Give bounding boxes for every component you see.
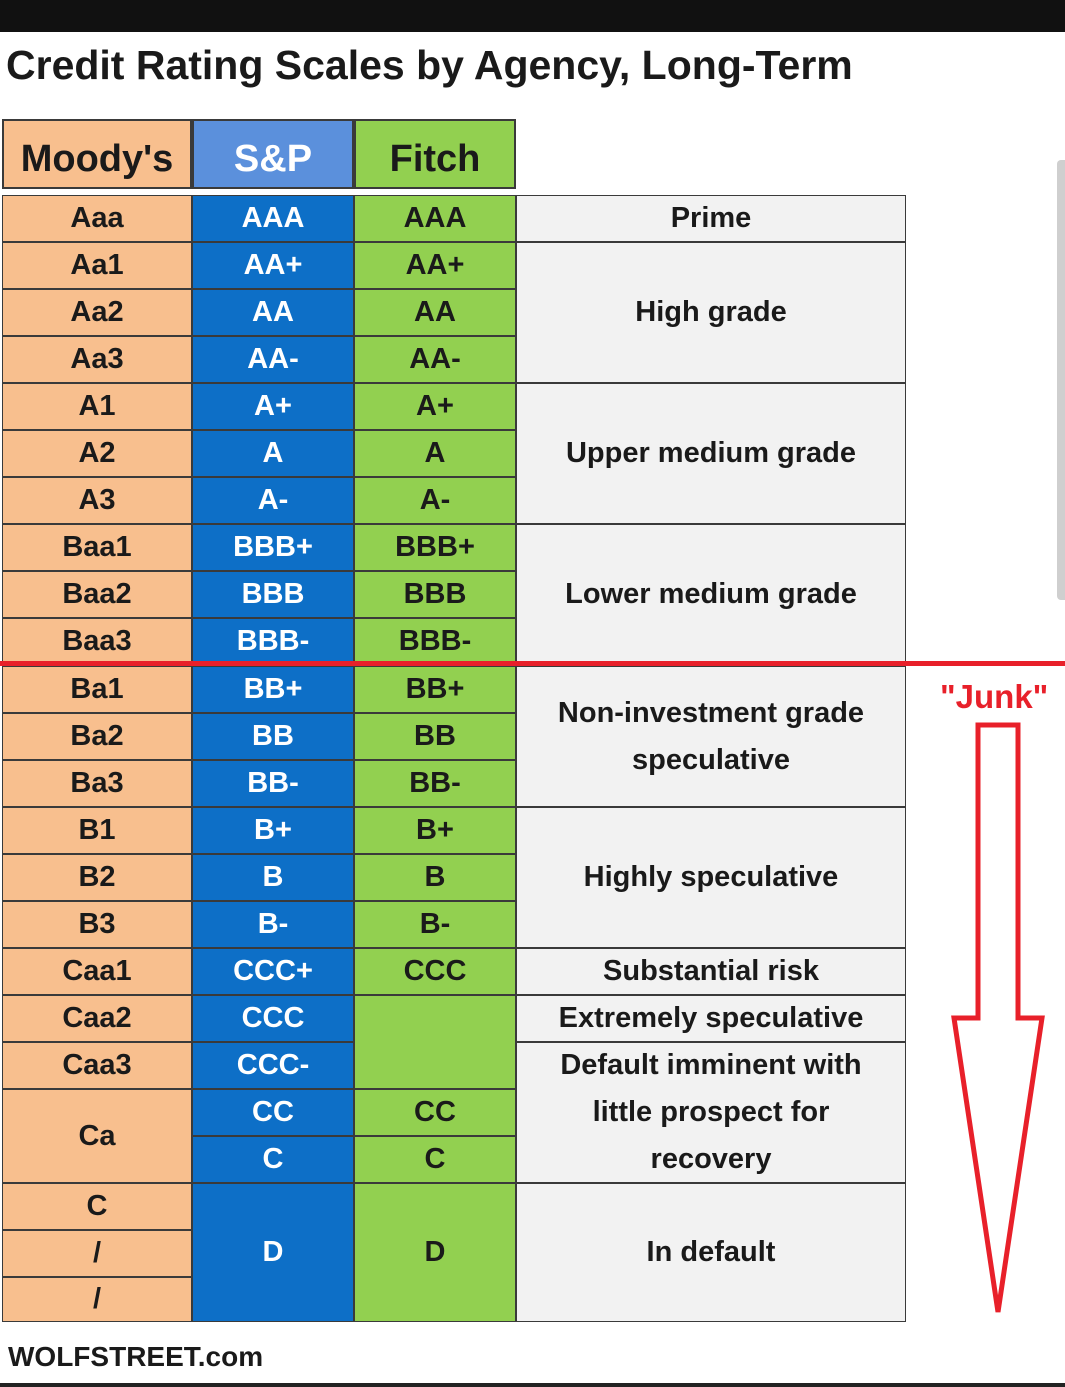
fitch-cell: C xyxy=(354,1136,516,1183)
bottom-divider xyxy=(0,1383,1065,1387)
sp-cell: BBB- xyxy=(192,618,354,665)
moodys-cell: B2 xyxy=(2,854,192,901)
sp-cell: BB- xyxy=(192,760,354,807)
fitch-cell: BB+ xyxy=(354,666,516,713)
fitch-cell: BB- xyxy=(354,760,516,807)
source-footer: WOLFSTREET.com xyxy=(8,1341,264,1372)
moodys-cell: Ca xyxy=(2,1089,192,1183)
sp-cell: AAA xyxy=(192,195,354,242)
fitch-cell: A xyxy=(354,430,516,477)
fitch-cell: AA- xyxy=(354,336,516,383)
description-extremely-speculative: Extremely speculative xyxy=(516,995,906,1042)
moodys-cell: Caa1 xyxy=(2,948,192,995)
description-upper-medium: Upper medium grade xyxy=(516,383,906,524)
junk-label: "Junk" xyxy=(940,678,1049,715)
moodys-cell: Aaa xyxy=(2,195,192,242)
sp-cell: A xyxy=(192,430,354,477)
moodys-cell: Baa2 xyxy=(2,571,192,618)
scrollbar-thumb[interactable] xyxy=(1057,160,1065,600)
sp-cell: A+ xyxy=(192,383,354,430)
moodys-cell: B3 xyxy=(2,901,192,948)
fitch-cell: A+ xyxy=(354,383,516,430)
description-default-imminent: Default imminent with little prospect fo… xyxy=(516,1042,906,1183)
moodys-cell: Baa3 xyxy=(2,618,192,665)
sp-cell: BBB xyxy=(192,571,354,618)
moodys-cell: / xyxy=(2,1277,192,1322)
description-in-default: In default xyxy=(516,1183,906,1322)
fitch-cell: A- xyxy=(354,477,516,524)
description-high-grade: High grade xyxy=(516,242,906,383)
description-non-investment: Non-investment grade speculative xyxy=(516,666,906,807)
fitch-cell: CCC xyxy=(354,948,516,995)
sp-cell: B- xyxy=(192,901,354,948)
moodys-cell: Ba3 xyxy=(2,760,192,807)
sp-cell: BB xyxy=(192,713,354,760)
fitch-cell: BB xyxy=(354,713,516,760)
sp-cell: B xyxy=(192,854,354,901)
fitch-cell: AA xyxy=(354,289,516,336)
sp-cell: A- xyxy=(192,477,354,524)
moodys-cell: Ba2 xyxy=(2,713,192,760)
fitch-cell: BBB+ xyxy=(354,524,516,571)
moodys-cell: B1 xyxy=(2,807,192,854)
top-status-bar xyxy=(0,0,1065,32)
fitch-cell: AAA xyxy=(354,195,516,242)
junk-threshold-line xyxy=(0,661,1065,666)
sp-cell: CCC- xyxy=(192,1042,354,1089)
moodys-cell: Aa1 xyxy=(2,242,192,289)
description-substantial-risk: Substantial risk xyxy=(516,948,906,995)
fitch-cell-empty xyxy=(354,995,516,1089)
description-highly-speculative: Highly speculative xyxy=(516,807,906,948)
moodys-cell: C xyxy=(2,1183,192,1230)
moodys-cell: A1 xyxy=(2,383,192,430)
moodys-cell: Ba1 xyxy=(2,666,192,713)
sp-cell: AA- xyxy=(192,336,354,383)
description-prime: Prime xyxy=(516,195,906,242)
fitch-cell: BBB- xyxy=(354,618,516,665)
fitch-cell: B- xyxy=(354,901,516,948)
fitch-cell: AA+ xyxy=(354,242,516,289)
page-title: Credit Rating Scales by Agency, Long-Ter… xyxy=(6,42,853,88)
sp-cell: C xyxy=(192,1136,354,1183)
fitch-cell: B xyxy=(354,854,516,901)
sp-cell: AA+ xyxy=(192,242,354,289)
moodys-cell: Aa3 xyxy=(2,336,192,383)
header-moodys: Moody's xyxy=(2,119,192,189)
sp-cell: AA xyxy=(192,289,354,336)
moodys-cell: Caa2 xyxy=(2,995,192,1042)
fitch-cell: CC xyxy=(354,1089,516,1136)
moodys-cell: A2 xyxy=(2,430,192,477)
header-fitch: Fitch xyxy=(354,119,516,189)
sp-cell: B+ xyxy=(192,807,354,854)
fitch-cell: D xyxy=(354,1183,516,1322)
fitch-cell: B+ xyxy=(354,807,516,854)
moodys-cell: Aa2 xyxy=(2,289,192,336)
sp-cell: BB+ xyxy=(192,666,354,713)
sp-cell: CCC xyxy=(192,995,354,1042)
moodys-cell: / xyxy=(2,1230,192,1277)
sp-cell: CCC+ xyxy=(192,948,354,995)
header-sp: S&P xyxy=(192,119,354,189)
sp-cell: D xyxy=(192,1183,354,1322)
sp-cell: BBB+ xyxy=(192,524,354,571)
moodys-cell: Baa1 xyxy=(2,524,192,571)
down-arrow-icon xyxy=(951,722,1045,1313)
moodys-cell: A3 xyxy=(2,477,192,524)
moodys-cell: Caa3 xyxy=(2,1042,192,1089)
sp-cell: CC xyxy=(192,1089,354,1136)
fitch-cell: BBB xyxy=(354,571,516,618)
description-lower-medium: Lower medium grade xyxy=(516,524,906,665)
